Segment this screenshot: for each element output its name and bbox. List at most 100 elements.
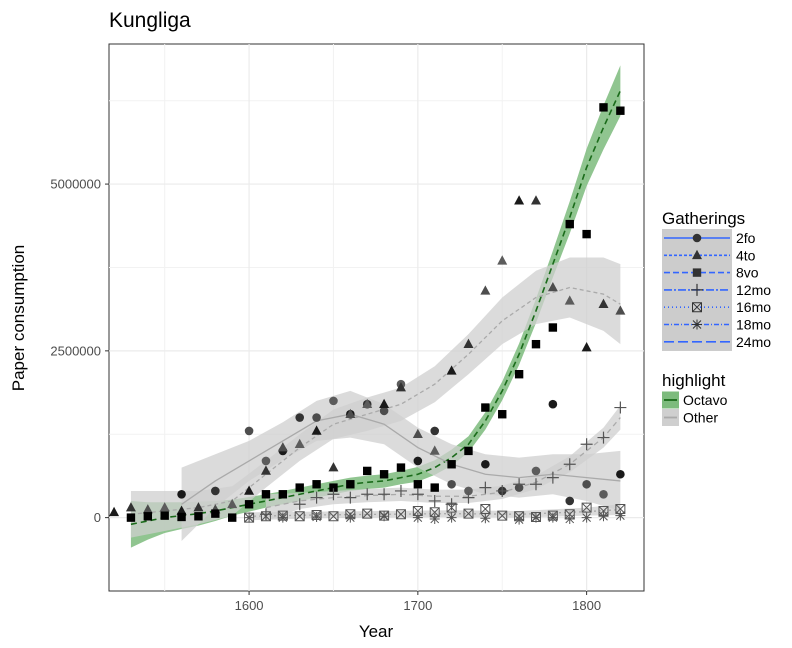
point-18mo [446, 512, 457, 523]
point-4to [514, 195, 525, 205]
point-4to [362, 398, 373, 409]
x-tick-label: 1600 [235, 598, 264, 613]
point-2fo [447, 479, 456, 489]
point-2fo [244, 426, 254, 436]
point-8vo [514, 370, 524, 379]
legend-label-2fo: 2fo [736, 230, 756, 246]
point-12mo [529, 478, 542, 491]
point-4to [125, 502, 136, 512]
point-4to [446, 365, 457, 375]
point-4to [244, 485, 255, 495]
point-18mo [547, 512, 558, 523]
point-4to [277, 442, 288, 452]
point-4to [615, 305, 626, 315]
point-16mo [294, 511, 305, 522]
point-12mo [614, 401, 627, 414]
legend-label-12mo: 12mo [736, 282, 771, 298]
point-2fo [430, 426, 440, 436]
point-2fo [312, 413, 321, 422]
y-tick-label: 5000000 [50, 177, 101, 192]
point-4to [497, 255, 508, 265]
point-18mo [412, 512, 423, 523]
point-16mo [395, 509, 406, 520]
point-2fo [582, 479, 591, 489]
point-18mo [480, 513, 491, 524]
point-12mo [580, 438, 593, 451]
legend-label-octavo: Octavo [683, 392, 728, 408]
point-4to [547, 281, 558, 292]
point-4to [429, 445, 440, 455]
point-4to [227, 498, 238, 509]
point-8vo [582, 229, 591, 239]
point-12mo [546, 471, 559, 484]
point-18mo [244, 512, 255, 523]
point-8vo [244, 500, 254, 509]
point-8vo [565, 219, 574, 229]
legend-label-8vo: 8vo [736, 265, 759, 281]
point-12mo [462, 491, 475, 504]
point-2fo [464, 486, 473, 496]
legend-highlight: Octavo Other [662, 391, 728, 426]
point-4to [260, 465, 271, 475]
point-8vo [616, 106, 625, 115]
point-4to [328, 462, 339, 472]
point-4to [480, 285, 491, 295]
point-12mo [513, 478, 526, 491]
legend-highlight-title: highlight [662, 371, 726, 390]
point-2fo [261, 456, 271, 466]
y-tick-label: 0 [94, 510, 101, 525]
point-2fo [565, 496, 575, 506]
point-8vo [278, 490, 288, 499]
point-4to [176, 505, 187, 515]
point-16mo [328, 511, 339, 522]
legend-symbol-16mo [692, 302, 702, 313]
point-8vo [177, 512, 186, 522]
point-8vo [295, 483, 304, 492]
legend-symbol-2fo [692, 233, 702, 243]
smooth-line-12mo [265, 417, 621, 509]
point-16mo [260, 511, 271, 522]
point-12mo [597, 431, 610, 444]
point-4to [598, 298, 609, 308]
y-axis-label: Paper consumption [9, 245, 28, 391]
band-2fo [181, 390, 621, 541]
point-18mo [530, 512, 541, 523]
point-2fo [531, 466, 541, 476]
point-8vo [481, 403, 490, 412]
data-points [109, 103, 627, 525]
point-2fo [548, 399, 558, 409]
point-18mo [598, 511, 609, 522]
point-18mo [581, 512, 592, 523]
legend-label-18mo: 18mo [736, 317, 771, 333]
point-18mo [379, 511, 390, 522]
x-tick-label: 1700 [403, 598, 432, 613]
point-16mo [463, 508, 474, 519]
point-4to [530, 195, 541, 205]
point-12mo [563, 458, 576, 471]
point-12mo [479, 481, 492, 494]
point-18mo [514, 514, 525, 525]
chart-title: Kungliga [109, 9, 191, 32]
point-16mo [446, 502, 457, 513]
point-4to [193, 502, 204, 512]
legend-label-16mo: 16mo [736, 299, 771, 315]
point-8vo [464, 446, 473, 456]
point-12mo [394, 484, 407, 497]
legend-gatherings-title: Gatherings [662, 209, 745, 228]
point-4to [294, 438, 305, 449]
point-2fo [599, 489, 608, 499]
point-2fo [379, 406, 389, 416]
point-16mo [497, 510, 508, 521]
point-4to [581, 342, 592, 352]
point-8vo [194, 512, 203, 521]
point-4to [564, 295, 575, 305]
point-8vo [211, 509, 220, 518]
point-8vo [143, 512, 153, 521]
point-18mo [429, 513, 440, 524]
point-16mo [581, 502, 592, 513]
smooth-line-2fo [181, 413, 621, 505]
point-4to [395, 382, 406, 392]
band-12mo [265, 405, 621, 521]
point-8vo [396, 463, 406, 472]
